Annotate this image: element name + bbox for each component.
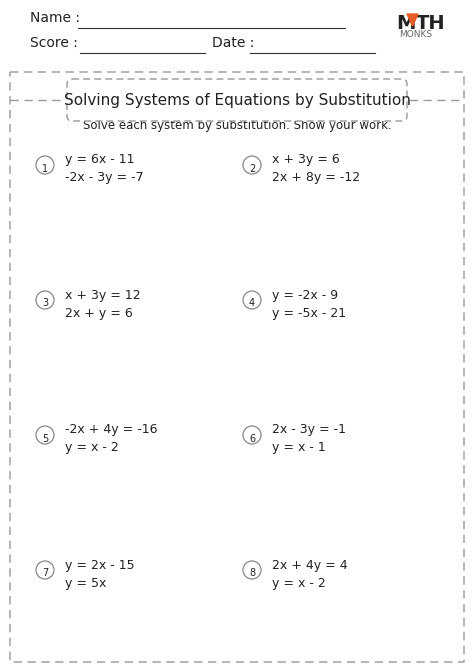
Text: y = -5x - 21: y = -5x - 21	[272, 306, 346, 320]
Text: 2: 2	[249, 163, 255, 174]
Circle shape	[36, 426, 54, 444]
Text: y = x - 2: y = x - 2	[65, 442, 119, 454]
Circle shape	[243, 426, 261, 444]
Text: y = x - 1: y = x - 1	[272, 442, 326, 454]
Text: y = -2x - 9: y = -2x - 9	[272, 289, 338, 302]
Text: M: M	[396, 14, 415, 33]
Text: Name :: Name :	[30, 11, 80, 25]
Text: Solving Systems of Equations by Substitution: Solving Systems of Equations by Substitu…	[64, 92, 410, 107]
Polygon shape	[407, 14, 418, 26]
Text: 6: 6	[249, 433, 255, 444]
Circle shape	[243, 561, 261, 579]
Text: Solve each system by substitution. Show your work.: Solve each system by substitution. Show …	[82, 119, 392, 131]
Text: x + 3y = 6: x + 3y = 6	[272, 153, 340, 167]
Text: 5: 5	[42, 433, 48, 444]
Text: 7: 7	[42, 569, 48, 578]
Circle shape	[36, 156, 54, 174]
Text: 2x + 8y = -12: 2x + 8y = -12	[272, 172, 360, 184]
Text: y = x - 2: y = x - 2	[272, 576, 326, 590]
Text: Date :: Date :	[212, 36, 255, 50]
FancyBboxPatch shape	[67, 79, 407, 121]
Text: 2x + y = 6: 2x + y = 6	[65, 306, 133, 320]
Circle shape	[243, 156, 261, 174]
Text: MONKS: MONKS	[399, 30, 432, 39]
Text: x + 3y = 12: x + 3y = 12	[65, 289, 141, 302]
Text: 3: 3	[42, 299, 48, 308]
Text: 2x + 4y = 4: 2x + 4y = 4	[272, 559, 347, 572]
Text: -2x - 3y = -7: -2x - 3y = -7	[65, 172, 144, 184]
Text: 1: 1	[42, 163, 48, 174]
Text: Score :: Score :	[30, 36, 78, 50]
Text: 4: 4	[249, 299, 255, 308]
Circle shape	[36, 561, 54, 579]
Text: 2x - 3y = -1: 2x - 3y = -1	[272, 423, 346, 436]
Text: -2x + 4y = -16: -2x + 4y = -16	[65, 423, 157, 436]
Text: TH: TH	[416, 14, 446, 33]
Circle shape	[36, 291, 54, 309]
Text: y = 6x - 11: y = 6x - 11	[65, 153, 135, 167]
Circle shape	[243, 291, 261, 309]
Text: 8: 8	[249, 569, 255, 578]
Text: y = 5x: y = 5x	[65, 576, 106, 590]
Text: y = 2x - 15: y = 2x - 15	[65, 559, 135, 572]
